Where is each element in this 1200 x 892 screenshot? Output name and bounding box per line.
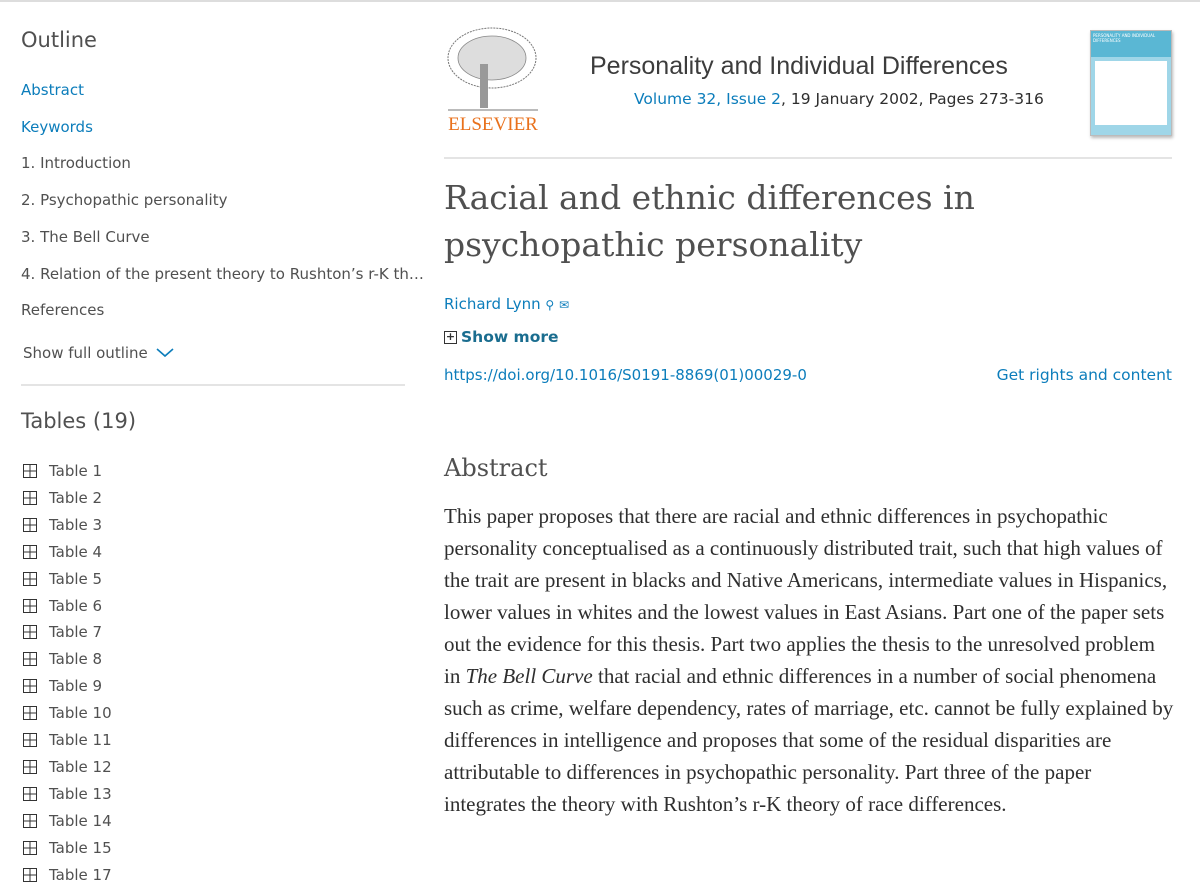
author-link[interactable]: Richard Lynn <box>444 295 541 313</box>
elsevier-logo: ELSEVIER <box>447 27 538 135</box>
table-label: Table 17 <box>49 865 112 884</box>
table-icon <box>23 733 37 747</box>
plus-box-icon: + <box>444 329 457 344</box>
table-label: Table 12 <box>49 757 112 776</box>
table-icon <box>23 867 37 882</box>
article-title: Racial and ethnic differences in psychop… <box>444 178 975 264</box>
table-link[interactable]: Table 5 <box>23 570 102 588</box>
table-link[interactable]: Table 2 <box>23 489 102 507</box>
show-more-button[interactable]: + Show more <box>444 328 559 346</box>
outline-item[interactable]: Keywords <box>21 117 93 136</box>
table-icon <box>23 625 37 640</box>
table-label: Table 14 <box>49 811 112 830</box>
table-label: Table 3 <box>49 515 103 534</box>
table-link[interactable]: Table 15 <box>23 839 112 857</box>
outline-item[interactable]: References <box>21 301 105 320</box>
table-icon <box>23 544 37 559</box>
table-label: Table 8 <box>49 650 103 669</box>
table-link[interactable]: Table 3 <box>23 516 102 534</box>
table-link[interactable]: Table 13 <box>23 785 112 803</box>
person-icon[interactable]: ⚲ <box>545 298 555 312</box>
email-icon[interactable]: ✉ <box>558 298 570 312</box>
abstract-text: This paper proposes that there are racia… <box>444 500 1174 820</box>
outline-item[interactable]: Abstract <box>21 81 84 99</box>
table-label: Table 5 <box>49 569 103 588</box>
divider <box>21 384 405 386</box>
table-link[interactable]: Table 9 <box>23 677 102 695</box>
show-full-outline-link[interactable]: Show full outline <box>23 344 174 362</box>
journal-title: Personality and Individual Differences <box>590 52 1008 80</box>
volume-info: Volume 32, Issue 2, 19 January 2002, Pag… <box>634 90 1044 108</box>
journal-cover[interactable]: PERSONALITY AND INDIVIDUAL DIFFERENCES <box>1090 30 1172 136</box>
table-link[interactable]: Table 1 <box>23 462 102 480</box>
svg-text:ELSEVIER: ELSEVIER <box>448 114 538 135</box>
table-link[interactable]: Table 10 <box>23 704 112 722</box>
table-icon <box>23 571 37 586</box>
table-icon <box>23 517 37 532</box>
table-label: Table 13 <box>49 784 112 803</box>
doi-link[interactable]: https://doi.org/10.1016/S0191-8869(01)00… <box>444 366 807 384</box>
table-icon <box>23 490 37 505</box>
table-icon <box>23 652 37 667</box>
table-icon <box>23 759 37 774</box>
table-label: Table 4 <box>49 542 103 561</box>
tables-title: Tables (19) <box>21 409 137 433</box>
abstract-italic: The Bell Curve <box>465 664 593 688</box>
table-link[interactable]: Table 8 <box>23 650 102 668</box>
cover-title: PERSONALITY AND INDIVIDUAL DIFFERENCES <box>1091 31 1171 57</box>
table-icon <box>23 786 37 801</box>
table-label: Table 6 <box>49 596 103 615</box>
show-full-outline-label: Show full outline <box>23 344 148 362</box>
outline-item[interactable]: 2. Psychopathic personality <box>21 191 228 210</box>
table-icon <box>23 679 37 694</box>
table-link[interactable]: Table 4 <box>23 543 102 561</box>
abstract-heading: Abstract <box>444 454 548 482</box>
table-label: Table 10 <box>49 704 112 723</box>
table-link[interactable]: Table 6 <box>23 597 102 615</box>
table-label: Table 15 <box>49 838 112 857</box>
table-icon <box>23 598 37 613</box>
table-label: Table 2 <box>49 488 103 507</box>
table-label: Table 1 <box>49 462 103 480</box>
date-pages: , 19 January 2002, Pages 273-316 <box>781 90 1044 108</box>
table-icon <box>23 813 37 828</box>
table-link[interactable]: Table 14 <box>23 812 112 830</box>
volume-issue-link[interactable]: Volume 32, Issue 2 <box>634 90 782 108</box>
outline-item[interactable]: 1. Introduction <box>21 154 131 173</box>
show-more-label: Show more <box>461 328 559 346</box>
table-link[interactable]: Table 11 <box>23 731 112 749</box>
outline-item[interactable]: 3. The Bell Curve <box>21 227 150 246</box>
table-link[interactable]: Table 7 <box>23 623 102 641</box>
author: Richard Lynn ⚲ ✉ <box>444 295 569 313</box>
abstract-part: This paper proposes that there are racia… <box>444 504 1168 688</box>
table-link[interactable]: Table 17 <box>23 866 112 884</box>
table-label: Table 7 <box>49 623 103 642</box>
header-divider <box>444 157 1172 159</box>
table-label: Table 11 <box>49 731 112 749</box>
outline-item[interactable]: 4. Relation of the present theory to Rus… <box>21 264 424 283</box>
abstract-part: that racial and ethnic differences in a … <box>444 664 1174 816</box>
table-link[interactable]: Table 12 <box>23 758 112 776</box>
table-icon <box>23 840 37 855</box>
chevron-down-icon <box>156 348 174 358</box>
table-label: Table 9 <box>49 677 103 696</box>
table-icon <box>23 706 37 721</box>
rights-link[interactable]: Get rights and content <box>996 366 1172 384</box>
outline-title: Outline <box>21 28 97 52</box>
table-icon <box>23 464 37 478</box>
